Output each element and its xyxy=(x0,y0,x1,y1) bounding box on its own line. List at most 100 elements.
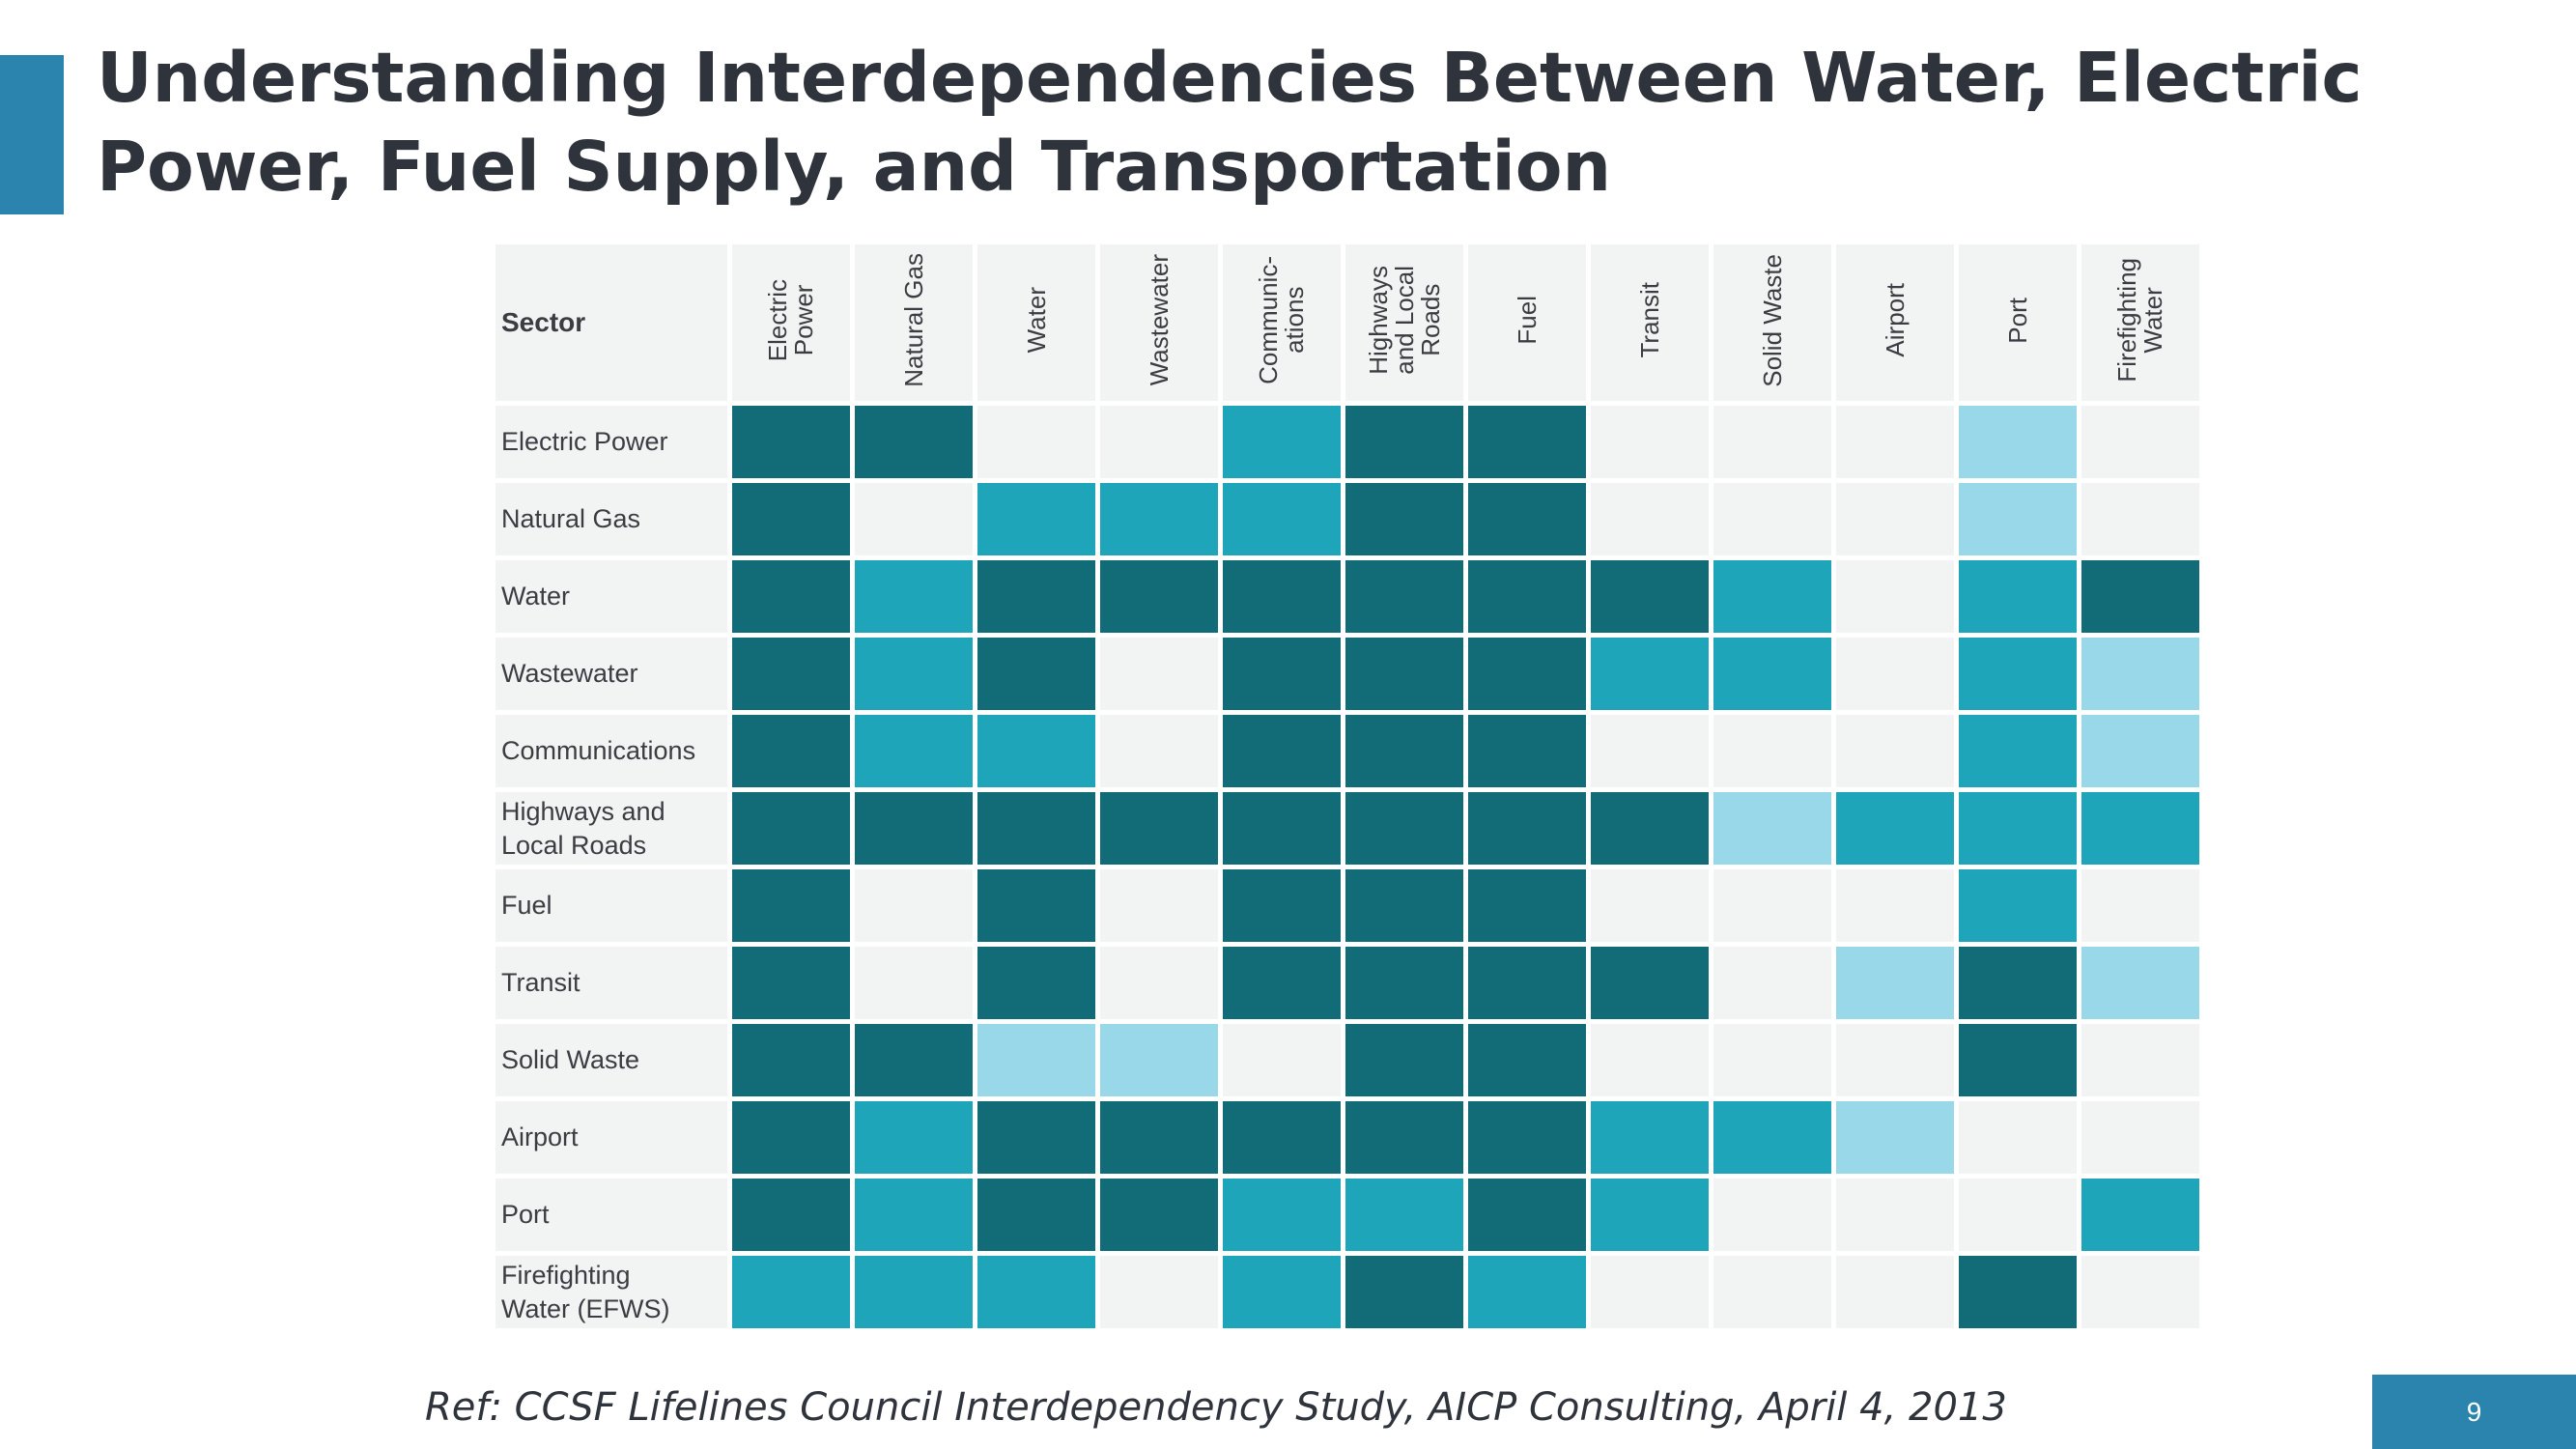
heatmap-cell xyxy=(732,869,850,942)
heatmap-cell xyxy=(732,1256,850,1328)
heatmap-cell xyxy=(1100,1101,1218,1174)
heatmap-cell xyxy=(2081,869,2199,942)
heatmap-cell xyxy=(1713,715,1831,787)
column-label: Airport xyxy=(1880,283,1910,357)
heatmap-cell xyxy=(977,406,1095,478)
matrix-row: Electric Power xyxy=(495,406,2199,478)
matrix-row: Port xyxy=(495,1179,2199,1251)
heatmap-cell xyxy=(1223,1179,1341,1251)
row-label: Port xyxy=(495,1179,727,1251)
column-label: Electric Power xyxy=(763,278,818,362)
row-label: Highways and Local Roads xyxy=(495,792,727,865)
heatmap-cell xyxy=(1100,792,1218,865)
column-header: Fuel xyxy=(1468,244,1586,401)
heatmap-cell xyxy=(1713,1101,1831,1174)
column-header: Water xyxy=(977,244,1095,401)
heatmap-cell xyxy=(2081,1024,2199,1096)
heatmap-cell xyxy=(1591,1256,1709,1328)
heatmap-cell xyxy=(1468,869,1586,942)
column-label: Solid Waste xyxy=(1757,253,1787,387)
heatmap-cell xyxy=(1468,406,1586,478)
heatmap-cell xyxy=(1345,638,1463,710)
heatmap-cell xyxy=(2081,560,2199,633)
heatmap-cell xyxy=(1223,715,1341,787)
heatmap-cell xyxy=(1836,483,1954,555)
heatmap-cell xyxy=(1345,1179,1463,1251)
column-header: Communic- ations xyxy=(1223,244,1341,401)
matrix-row: Highways and Local Roads xyxy=(495,792,2199,865)
row-label: Transit xyxy=(495,947,727,1019)
heatmap-cell xyxy=(1468,1179,1586,1251)
heatmap-cell xyxy=(1591,638,1709,710)
heatmap-cell xyxy=(1468,483,1586,555)
heatmap-cell xyxy=(732,1024,850,1096)
column-label: Highways and Local Roads xyxy=(1363,266,1445,375)
heatmap-cell xyxy=(1223,406,1341,478)
slide-title: Understanding Interdependencies Between … xyxy=(97,38,2363,207)
heatmap-cell xyxy=(1345,406,1463,478)
heatmap-cell xyxy=(977,560,1095,633)
heatmap-cell xyxy=(1713,638,1831,710)
heatmap-cell xyxy=(855,715,973,787)
column-header: Port xyxy=(1959,244,2077,401)
heatmap-cell xyxy=(855,406,973,478)
heatmap-cell xyxy=(732,715,850,787)
heatmap-cell xyxy=(1100,483,1218,555)
heatmap-cell xyxy=(977,1101,1095,1174)
row-label: Communications xyxy=(495,715,727,787)
heatmap-cell xyxy=(732,560,850,633)
matrix-row: Natural Gas xyxy=(495,483,2199,555)
heatmap-cell xyxy=(855,1101,973,1174)
heatmap-cell xyxy=(1836,1101,1954,1174)
heatmap-cell xyxy=(1591,406,1709,478)
heatmap-cell xyxy=(855,1024,973,1096)
heatmap-cell xyxy=(1345,1024,1463,1096)
matrix-header-row: Sector Electric Power Natural Gas Water Was… xyxy=(495,244,2199,401)
page-number: 9 xyxy=(2466,1396,2482,1427)
heatmap-cell xyxy=(855,560,973,633)
heatmap-cell xyxy=(977,483,1095,555)
heatmap-cell xyxy=(1223,483,1341,555)
column-header: Wastewater xyxy=(1100,244,1218,401)
heatmap-cell xyxy=(1713,1024,1831,1096)
heatmap-cell xyxy=(1345,792,1463,865)
matrix-row: Wastewater xyxy=(495,638,2199,710)
matrix-row: Airport xyxy=(495,1101,2199,1174)
row-label: Water xyxy=(495,560,727,633)
heatmap-cell xyxy=(977,715,1095,787)
heatmap-cell xyxy=(1223,869,1341,942)
row-label: Electric Power xyxy=(495,406,727,478)
heatmap-cell xyxy=(732,947,850,1019)
heatmap-cell xyxy=(2081,638,2199,710)
heatmap-cell xyxy=(1836,1256,1954,1328)
heatmap-cell xyxy=(1836,715,1954,787)
heatmap-cell xyxy=(1223,1101,1341,1174)
heatmap-cell xyxy=(1345,1256,1463,1328)
heatmap-cell xyxy=(1836,1179,1954,1251)
heatmap-cell xyxy=(1345,1101,1463,1174)
heatmap-cell xyxy=(977,638,1095,710)
heatmap-cell xyxy=(1713,792,1831,865)
heatmap-cell xyxy=(1959,1179,2077,1251)
heatmap-cell xyxy=(855,792,973,865)
heatmap-cell xyxy=(1591,1024,1709,1096)
heatmap-cell xyxy=(2081,483,2199,555)
heatmap-cell xyxy=(1713,1256,1831,1328)
heatmap-cell xyxy=(1959,715,2077,787)
heatmap-cell xyxy=(732,483,850,555)
heatmap-cell xyxy=(1836,792,1954,865)
column-label: Transit xyxy=(1634,282,1664,358)
heatmap-cell xyxy=(855,869,973,942)
heatmap-cell xyxy=(2081,947,2199,1019)
heatmap-cell xyxy=(1591,869,1709,942)
heatmap-cell xyxy=(1100,715,1218,787)
heatmap-cell xyxy=(1959,1101,2077,1174)
heatmap-cell xyxy=(2081,792,2199,865)
heatmap-cell xyxy=(1836,406,1954,478)
heatmap-cell xyxy=(1713,869,1831,942)
heatmap-cell xyxy=(732,406,850,478)
heatmap-cell xyxy=(2081,1179,2199,1251)
heatmap-cell xyxy=(1345,483,1463,555)
row-label: Solid Waste xyxy=(495,1024,727,1096)
heatmap-cell xyxy=(977,1024,1095,1096)
